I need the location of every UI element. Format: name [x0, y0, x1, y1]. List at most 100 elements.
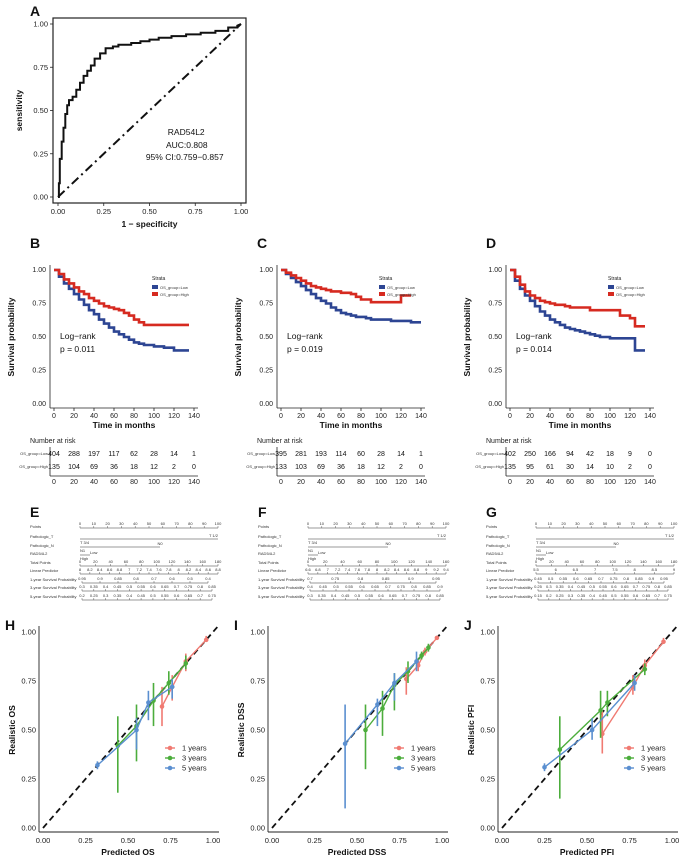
nomogram-1yr-scale-tick-label: 0.9 — [408, 576, 414, 581]
risk-count-high: 10 — [606, 464, 614, 471]
cal-point — [419, 653, 424, 658]
nomogram-1yr-scale-tick-label: 0.6 — [169, 576, 175, 581]
risk-count-high: 12 — [150, 464, 158, 471]
nomogram-t-left: T 3/4 — [308, 540, 318, 545]
panel-label-h: H — [5, 617, 15, 633]
km-curve-low — [54, 268, 189, 352]
nomogram-lp-scale-tick-label: 8.8 — [215, 567, 221, 572]
nomogram-total-scale-tick-label: 180 — [215, 559, 222, 564]
nomogram-row-label: Linear Predictor — [258, 568, 287, 573]
cal-legend-point — [396, 755, 402, 761]
nomogram-3yr-scale-tick-label: 0.85 — [208, 584, 217, 589]
nomogram-t-left: T 3/4 — [536, 540, 546, 545]
cal-point — [375, 702, 380, 707]
nomogram-total-scale-tick-label: 80 — [595, 559, 600, 564]
nomogram-3yr-scale-tick-label: 0.75 — [184, 584, 193, 589]
nomogram-t-right: T 1/2 — [437, 533, 447, 538]
km-x-tick-label: 100 — [375, 413, 387, 420]
cal-y-tick-label: 0.00 — [21, 824, 36, 833]
cal-point — [434, 635, 440, 641]
risk-count-low: 288 — [68, 451, 80, 458]
km-p-value: p = 0.011 — [60, 344, 95, 354]
cal-x-tick-label: 0.75 — [163, 836, 178, 845]
nomogram-3yr-scale-tick-label: 0.5 — [333, 584, 339, 589]
km-legend-swatch-low — [152, 285, 158, 289]
cal-y-axis-label: Realistic OS — [7, 705, 17, 755]
cal-ideal-line — [501, 623, 680, 829]
panel-label-a: A — [30, 3, 40, 19]
cal-point — [342, 741, 348, 747]
nomogram-row-label: 3-year Survival Probability — [30, 585, 76, 590]
risk-count-high: 36 — [110, 464, 118, 471]
risk-row-label-high: OS_group=High — [246, 464, 275, 469]
nomogram-lp-scale-tick-label: 8.2 — [384, 567, 390, 572]
km-legend-title: Strata — [152, 276, 166, 282]
nomogram-3yr-scale-tick-label: 0.7 — [385, 584, 391, 589]
risk-count-high: 18 — [130, 464, 138, 471]
risk-count-low: 1 — [192, 451, 196, 458]
cal-point — [642, 666, 648, 672]
nomogram-total-scale-tick-label: 20 — [323, 559, 328, 564]
nomogram-1yr-scale-tick-label: 0.7 — [151, 576, 157, 581]
risk-count-high: 2 — [172, 464, 176, 471]
risk-row-label-low: OS_group=Low — [247, 451, 275, 456]
nomogram-5yr-scale-tick-label: 0.4 — [589, 593, 595, 598]
cal-series-line — [117, 662, 187, 747]
nomogram-1yr-scale-tick-label: 0.7 — [307, 576, 313, 581]
nomogram-row-label: Points — [486, 524, 497, 529]
nomogram-total-scale-tick-label: 160 — [655, 559, 662, 564]
nomogram-points-scale-tick-label: 100 — [671, 521, 678, 526]
roc-auc: AUC:0.808 — [166, 140, 208, 150]
nomogram-1yr-scale-tick-label: 0.9 — [97, 576, 103, 581]
risk-row-label-low: OS_group=Low — [20, 451, 48, 456]
km-x-axis-label: Time in months — [549, 420, 612, 430]
cal-legend-point — [396, 765, 402, 771]
nomogram-1yr-scale-tick-label: 0.6 — [573, 576, 579, 581]
nomogram-5yr-scale-tick-label: 0.2 — [79, 593, 85, 598]
nomogram-total-scale-tick-label: 140 — [184, 559, 191, 564]
nomogram-1yr-scale-tick-label: 0.8 — [133, 576, 139, 581]
km-y-axis-label: Survival probability — [462, 297, 472, 376]
nomogram-points-scale-tick-label: 90 — [430, 521, 435, 526]
risk-x-tick-label: 80 — [130, 479, 138, 486]
nomogram-row-label: Total Points — [486, 560, 507, 565]
nomogram-5yr-scale-tick-label: 0.45 — [599, 593, 608, 598]
risk-count-high: 2 — [628, 464, 632, 471]
risk-x-tick-label: 120 — [395, 479, 407, 486]
risk-count-low: 94 — [566, 451, 574, 458]
roc-x-tick-label: 1.00 — [234, 207, 249, 216]
cal-x-tick-label: 0.00 — [495, 836, 510, 845]
nomogram-points-scale-tick-label: 50 — [147, 521, 152, 526]
nomogram-lp-scale-tick-label: 9.4 — [443, 567, 449, 572]
km-legend-swatch-high — [379, 292, 385, 296]
nomogram-rad-bottom: High — [308, 556, 316, 561]
km-x-tick-label: 80 — [586, 413, 594, 420]
panel-label-f: F — [258, 504, 267, 520]
nomogram-5yr-scale-tick-label: 0.5 — [611, 593, 617, 598]
nomogram-n-top: N0 — [385, 541, 391, 546]
km-legend-low: OS_group=Low — [160, 285, 188, 290]
nomogram-lp-scale-tick-label: 8 — [376, 567, 379, 572]
nomogram-3yr-scale-tick-label: 0.85 — [423, 584, 432, 589]
nomogram-points-scale-tick-label: 10 — [92, 521, 97, 526]
risk-table-title: Number at risk — [30, 438, 76, 445]
nomogram-points-scale-tick-label: 30 — [347, 521, 352, 526]
nomogram-3yr-scale-tick-label: 0.45 — [577, 584, 586, 589]
risk-count-low: 9 — [628, 451, 632, 458]
risk-x-tick-label: 0 — [508, 479, 512, 486]
nomogram-3yr-scale-tick-label: 0.8 — [411, 584, 417, 589]
nomogram-lp-scale-tick-label: 5.5 — [533, 567, 539, 572]
km-x-tick-label: 40 — [546, 413, 554, 420]
nomogram-3yr-scale-tick-label: 0.25 — [534, 584, 543, 589]
km-y-tick-label: 0.25 — [488, 368, 502, 375]
nomogram-3yr-scale-tick-label: 0.3 — [79, 584, 85, 589]
nomogram-5yr-scale-tick-label: 0.35 — [114, 593, 123, 598]
risk-x-tick-label: 0 — [279, 479, 283, 486]
risk-x-tick-label: 120 — [168, 479, 180, 486]
km-x-tick-label: 60 — [566, 413, 574, 420]
km-y-tick-label: 0.50 — [488, 334, 502, 341]
roc-x-tick-label: 0.25 — [96, 207, 111, 216]
nomogram-5yr-scale-tick-label: 0.75 — [664, 593, 673, 598]
nomogram-total-scale-tick-label: 100 — [609, 559, 616, 564]
